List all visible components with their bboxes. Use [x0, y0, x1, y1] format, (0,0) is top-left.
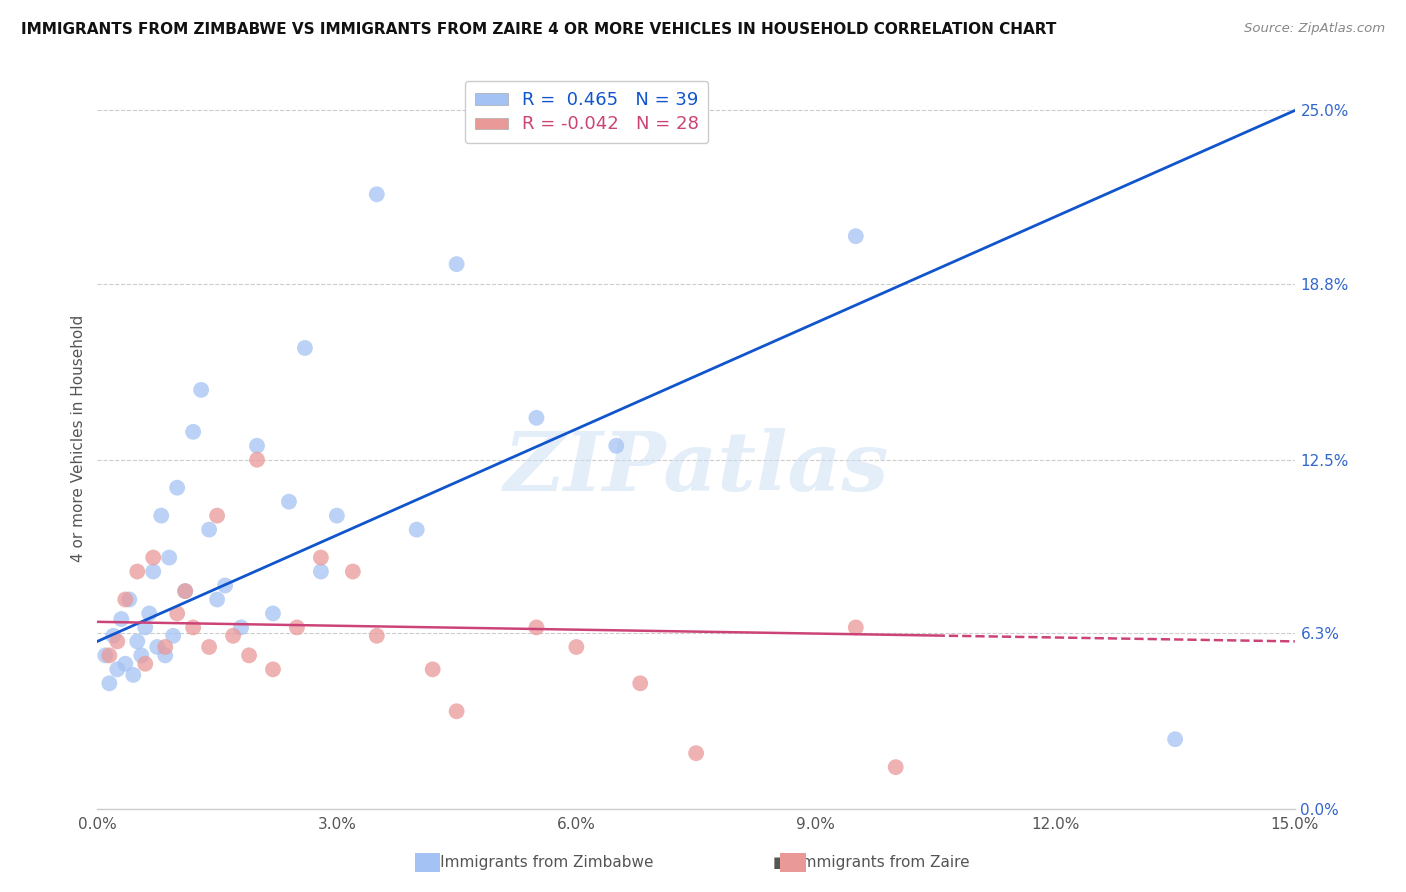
Point: [103, 629, 125, 643]
Point: [294, 341, 316, 355]
Point: [285, 620, 308, 634]
Point: [309, 565, 332, 579]
Point: [181, 620, 204, 634]
Point: [262, 662, 284, 676]
Point: [446, 704, 468, 718]
Y-axis label: 4 or more Vehicles in Household: 4 or more Vehicles in Household: [72, 315, 86, 563]
Point: [605, 439, 627, 453]
Point: [246, 452, 269, 467]
Text: IMMIGRANTS FROM ZIMBABWE VS IMMIGRANTS FROM ZAIRE 4 OR MORE VEHICLES IN HOUSEHOL: IMMIGRANTS FROM ZIMBABWE VS IMMIGRANTS F…: [21, 22, 1056, 37]
Point: [884, 760, 907, 774]
Point: [146, 640, 169, 654]
Point: [134, 657, 156, 671]
Point: [122, 668, 145, 682]
Point: [105, 634, 128, 648]
Point: [405, 523, 427, 537]
Point: [309, 550, 332, 565]
Legend: R =  0.465   N = 39, R = -0.042   N = 28: R = 0.465 N = 39, R = -0.042 N = 28: [465, 80, 709, 144]
Point: [162, 629, 184, 643]
Point: [685, 746, 707, 760]
Point: [155, 640, 177, 654]
Point: [326, 508, 349, 523]
Point: [845, 620, 868, 634]
Point: [238, 648, 260, 663]
Point: [526, 410, 548, 425]
Text: Source: ZipAtlas.com: Source: ZipAtlas.com: [1244, 22, 1385, 36]
Point: [181, 425, 204, 439]
Point: [198, 523, 221, 537]
Point: [205, 508, 228, 523]
Text: ■  Immigrants from Zaire: ■ Immigrants from Zaire: [773, 855, 970, 870]
Point: [110, 612, 132, 626]
Point: [98, 648, 121, 663]
Point: [105, 662, 128, 676]
Point: [628, 676, 651, 690]
Point: [157, 550, 180, 565]
Point: [114, 657, 136, 671]
Point: [262, 607, 284, 621]
Point: [129, 648, 152, 663]
Point: [94, 648, 117, 663]
Point: [366, 629, 388, 643]
Point: [526, 620, 548, 634]
Point: [565, 640, 588, 654]
Text: ■  Immigrants from Zimbabwe: ■ Immigrants from Zimbabwe: [416, 855, 652, 870]
Point: [114, 592, 136, 607]
Point: [190, 383, 212, 397]
Point: [278, 494, 301, 508]
Point: [166, 607, 188, 621]
Point: [342, 565, 364, 579]
Point: [98, 676, 121, 690]
Point: [134, 620, 156, 634]
Point: [174, 584, 197, 599]
Point: [205, 592, 228, 607]
Point: [150, 508, 173, 523]
Point: [155, 648, 177, 663]
Point: [366, 187, 388, 202]
Point: [1164, 732, 1187, 747]
Point: [198, 640, 221, 654]
Text: ZIPatlas: ZIPatlas: [503, 428, 889, 508]
Point: [845, 229, 868, 244]
Point: [142, 565, 165, 579]
Point: [166, 481, 188, 495]
Point: [229, 620, 252, 634]
Point: [127, 565, 149, 579]
Point: [142, 550, 165, 565]
Point: [214, 578, 236, 592]
Point: [127, 634, 149, 648]
Point: [246, 439, 269, 453]
Point: [174, 584, 197, 599]
Point: [222, 629, 245, 643]
Point: [446, 257, 468, 271]
Point: [138, 607, 160, 621]
Point: [422, 662, 444, 676]
Point: [118, 592, 141, 607]
